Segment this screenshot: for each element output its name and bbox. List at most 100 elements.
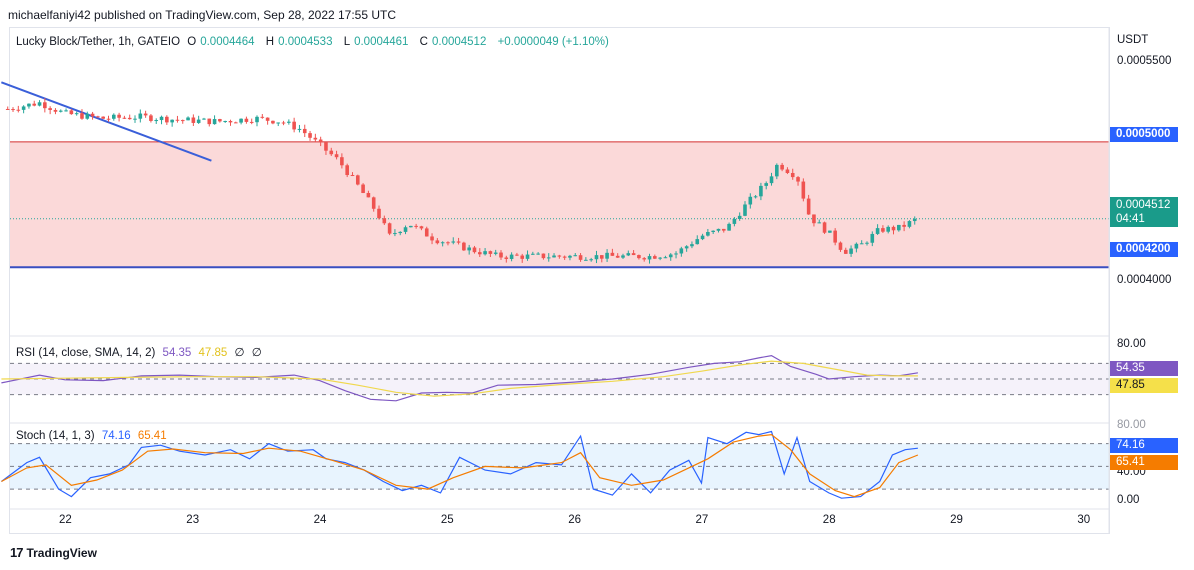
candle-body (186, 117, 190, 121)
candle-body (16, 109, 21, 111)
candle-body (80, 113, 84, 119)
candle-body (355, 175, 360, 185)
candle-body (196, 119, 201, 123)
candle-body (127, 117, 132, 120)
candle-body (509, 254, 514, 259)
candle-body (695, 239, 700, 245)
rsi-series-line (1, 354, 918, 402)
stoch-series-line (1, 430, 918, 499)
candle-body (111, 114, 116, 119)
candle-body (334, 154, 339, 158)
candle-body (361, 184, 365, 193)
time-tick-label: 22 (59, 514, 72, 526)
candle-body (154, 120, 159, 122)
candle-body (859, 243, 864, 245)
candle-body (504, 257, 509, 259)
candle-body (366, 192, 371, 198)
candle-body (536, 253, 540, 255)
candle-body (759, 185, 763, 197)
low-label: L 0.0004461 (343, 36, 409, 48)
candle-body (202, 118, 206, 120)
candle-body (233, 122, 238, 124)
candle-body (870, 233, 875, 243)
candle-body (743, 204, 747, 216)
candle-body (557, 255, 562, 257)
time-tick-label: 25 (440, 514, 454, 526)
candle-body (403, 227, 408, 232)
candle-body (817, 222, 822, 224)
rsi-pane (1, 354, 1109, 402)
candle-body (180, 120, 185, 122)
time-tick-label: 27 (695, 514, 709, 526)
rsi-tick: 80.00 (1117, 338, 1146, 350)
tradingview-logo-icon: 17 (10, 545, 24, 560)
candle-body (419, 226, 424, 229)
candle-body (467, 247, 471, 251)
publisher-caption: michaelfaniyi42 published on TradingView… (8, 8, 397, 22)
time-tick-label: 28 (822, 514, 836, 526)
candle-body (897, 224, 901, 231)
candle-body (838, 242, 843, 250)
candle-body (552, 255, 556, 258)
time-tick-label: 23 (186, 514, 200, 526)
candle-body (706, 232, 710, 236)
candle-body (562, 256, 567, 258)
candle-body (472, 247, 477, 253)
candle-body (462, 242, 466, 251)
candle-body (281, 122, 286, 124)
candle-body (435, 240, 440, 244)
high-label: H 0.0004533 (265, 36, 333, 48)
time-tick-label: 26 (568, 514, 581, 526)
candle-body (488, 251, 493, 254)
candle-body (239, 118, 243, 123)
candle-body (69, 110, 74, 115)
candle-body (828, 230, 832, 233)
candle-body (228, 120, 233, 123)
candle-body (477, 252, 482, 255)
candle-body (265, 117, 270, 121)
candle-body (658, 257, 662, 259)
candle-body (674, 253, 678, 255)
candle-body (122, 117, 127, 119)
candle-body (451, 241, 456, 243)
candle-body (663, 257, 668, 259)
candle-body (541, 253, 546, 259)
candle-body (849, 248, 853, 254)
candle-body (833, 230, 837, 243)
tradingview-branding[interactable]: 17 TradingView (10, 545, 97, 560)
candle-body (854, 243, 859, 249)
candle-body (345, 165, 349, 176)
candle-body (753, 196, 758, 198)
main-legend: Lucky Block/Tether, 1h, GATEIO O 0.000446… (16, 36, 613, 48)
candle-body (271, 120, 275, 124)
candle-body (276, 122, 281, 124)
rsi-sma-tag: 47.85 (1110, 378, 1178, 393)
candle-body (812, 214, 816, 224)
time-tick-label: 29 (950, 514, 963, 526)
symbol-label: Lucky Block/Tether, 1h, GATEIO (16, 36, 181, 48)
candle-body (483, 251, 487, 255)
candle-body (886, 226, 891, 232)
stoch-series-line (1, 433, 919, 498)
candle-body (780, 164, 784, 170)
candle-body (647, 256, 652, 260)
candle-body (875, 228, 880, 234)
support-price-tag: 0.0004200 (1110, 242, 1178, 257)
candle-body (53, 109, 58, 112)
candle-body (287, 121, 291, 123)
candle-body (843, 249, 848, 254)
resistance-price-tag: 0.0005000 (1110, 127, 1178, 142)
candle-body (732, 218, 737, 224)
candle-body (531, 253, 535, 255)
stoch-tick: 0.00 (1117, 494, 1140, 506)
rsi-value: 54.35 (162, 347, 192, 359)
candle-body (133, 118, 137, 120)
candle-body (64, 110, 68, 112)
candle-body (642, 258, 647, 260)
time-tick-label: 30 (1077, 514, 1091, 526)
change-label: +0.0000049 (+1.10%) (497, 36, 609, 48)
candle-body (340, 157, 344, 166)
candle-body (106, 118, 111, 120)
rsi-band-fill (10, 363, 1109, 395)
